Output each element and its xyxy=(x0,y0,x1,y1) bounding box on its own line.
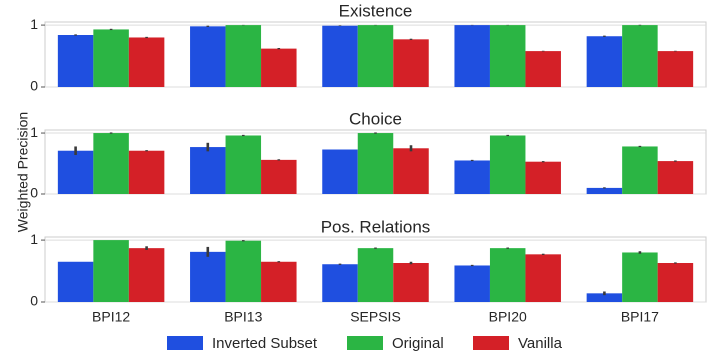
bar-original-bpi13 xyxy=(225,135,262,194)
bar-vanilla-bpi20 xyxy=(525,254,561,302)
bar-original-sepsis xyxy=(357,248,394,302)
bar-inverted-subset-bpi20 xyxy=(454,265,490,302)
bar-vanilla-bpi17 xyxy=(657,51,694,87)
bar-original-bpi17 xyxy=(622,146,658,194)
bar-vanilla-sepsis xyxy=(393,263,429,302)
bar-vanilla-sepsis xyxy=(393,39,429,87)
bar-vanilla-bpi20 xyxy=(525,51,561,87)
bar-original-bpi12 xyxy=(93,240,129,302)
bar-original-bpi12 xyxy=(93,133,129,194)
bar-inverted-subset-bpi13 xyxy=(190,251,226,302)
legend-swatch xyxy=(167,336,203,350)
bar-inverted-subset-bpi20 xyxy=(454,160,490,194)
legend-label: Inverted Subset xyxy=(212,335,318,352)
legend-swatch xyxy=(473,336,509,350)
bar-original-bpi12 xyxy=(93,29,129,87)
bar-inverted-subset-bpi12 xyxy=(57,261,94,302)
bar-vanilla-bpi20 xyxy=(525,161,561,194)
bar-vanilla-bpi12 xyxy=(128,248,165,302)
legend-item-original: Original xyxy=(347,335,444,352)
bar-inverted-subset-bpi17 xyxy=(586,293,623,302)
y-tick-label: 1 xyxy=(30,16,38,32)
y-tick-label: 1 xyxy=(30,124,38,140)
bar-inverted-subset-bpi12 xyxy=(57,150,94,194)
bar-vanilla-bpi13 xyxy=(261,261,297,302)
bar-inverted-subset-sepsis xyxy=(322,264,358,302)
legend-item-vanilla: Vanilla xyxy=(473,335,563,352)
bar-original-bpi13 xyxy=(225,240,262,302)
legend-swatch xyxy=(347,336,383,350)
bar-original-sepsis xyxy=(357,25,394,87)
bar-inverted-subset-bpi13 xyxy=(190,147,226,194)
bar-inverted-subset-bpi20 xyxy=(454,25,490,87)
bar-inverted-subset-bpi13 xyxy=(190,26,226,87)
bar-inverted-subset-sepsis xyxy=(322,25,358,87)
y-tick-label: 1 xyxy=(30,231,38,247)
legend-label: Vanilla xyxy=(518,335,563,352)
bar-vanilla-bpi13 xyxy=(261,159,297,194)
x-tick-label-bpi12: BPI12 xyxy=(92,309,130,325)
bar-vanilla-bpi12 xyxy=(128,37,165,87)
panel-pos-relations: Pos. Relations 0 1 xyxy=(30,217,707,309)
bar-original-bpi20 xyxy=(489,25,526,87)
bar-vanilla-bpi12 xyxy=(128,150,165,194)
bar-vanilla-bpi13 xyxy=(261,48,297,87)
y-tick-label: 0 xyxy=(30,293,38,309)
bar-original-sepsis xyxy=(357,133,394,194)
bar-vanilla-bpi17 xyxy=(657,161,694,194)
x-tick-labels: BPI12 BPI13 SEPSIS BPI20 BPI17 xyxy=(92,309,659,325)
legend-item-inverted-subset: Inverted Subset xyxy=(167,335,318,352)
panel-title: Pos. Relations xyxy=(321,217,431,236)
panel-title: Choice xyxy=(349,109,402,128)
bar-inverted-subset-bpi17 xyxy=(586,36,623,87)
x-tick-label-bpi17: BPI17 xyxy=(621,309,659,325)
bar-original-bpi20 xyxy=(489,248,526,302)
bar-original-bpi13 xyxy=(225,25,262,87)
bar-inverted-subset-sepsis xyxy=(322,149,358,194)
bar-original-bpi17 xyxy=(622,25,658,87)
y-axis-label: Weighted Precision xyxy=(15,112,31,232)
bar-inverted-subset-bpi17 xyxy=(586,187,623,194)
bar-vanilla-sepsis xyxy=(393,148,429,194)
legend-label: Original xyxy=(392,335,444,352)
panel-choice: Choice 0 1 xyxy=(30,109,707,201)
y-tick-label: 0 xyxy=(30,78,38,94)
x-tick-label-bpi20: BPI20 xyxy=(489,309,527,325)
chart-panels: Existence 0 1 Choice 0 1 Pos. Relations 0 1 xyxy=(30,1,707,309)
x-tick-label-bpi13: BPI13 xyxy=(224,309,262,325)
bar-original-bpi17 xyxy=(622,252,658,302)
y-tick-label: 0 xyxy=(30,185,38,201)
bar-original-bpi20 xyxy=(489,135,526,194)
bar-vanilla-bpi17 xyxy=(657,263,694,302)
panel-existence: Existence 0 1 xyxy=(30,1,707,94)
x-tick-label-sepsis: SEPSIS xyxy=(350,309,401,325)
panel-title: Existence xyxy=(339,1,413,20)
legend: Inverted Subset Original Vanilla xyxy=(167,335,563,352)
bar-inverted-subset-bpi12 xyxy=(57,35,94,87)
